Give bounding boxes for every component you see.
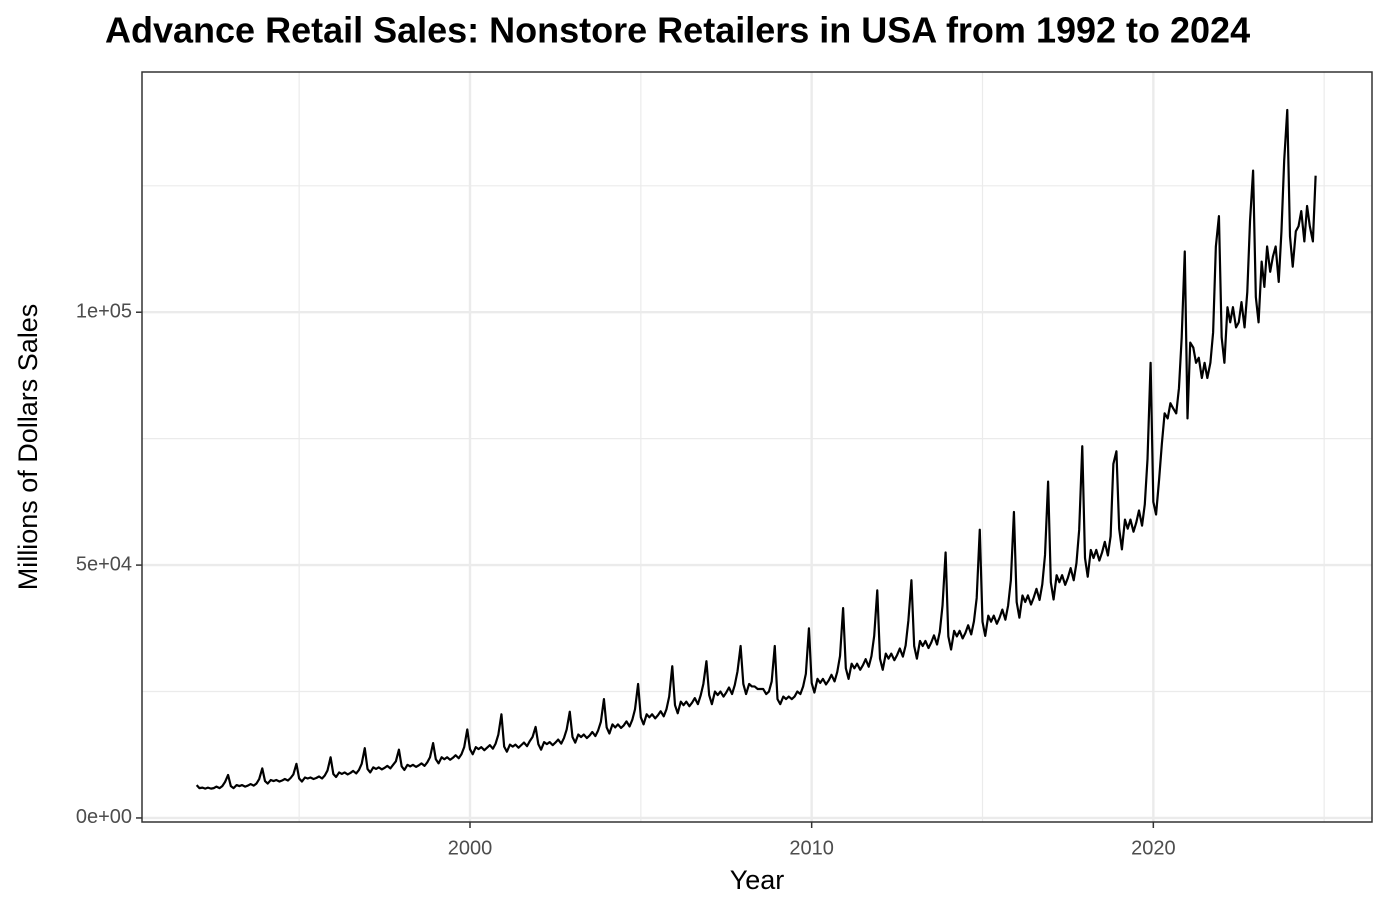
plot-background [142,72,1372,822]
panel-border [141,71,1373,823]
y-tick-label: 1e+05 [76,301,132,323]
y-axis-title: Millions of Dollars Sales [13,304,43,591]
x-tick-label: 2020 [1131,837,1176,859]
y-tick-label: 5e+04 [76,553,132,575]
y-tick-label: 0e+00 [76,806,132,828]
x-axis-title: Year [730,865,785,895]
chart-title: Advance Retail Sales: Nonstore Retailers… [105,10,1250,51]
x-tick-label: 2000 [448,837,493,859]
data-line [195,108,1317,790]
x-tick-label: 2010 [789,837,834,859]
